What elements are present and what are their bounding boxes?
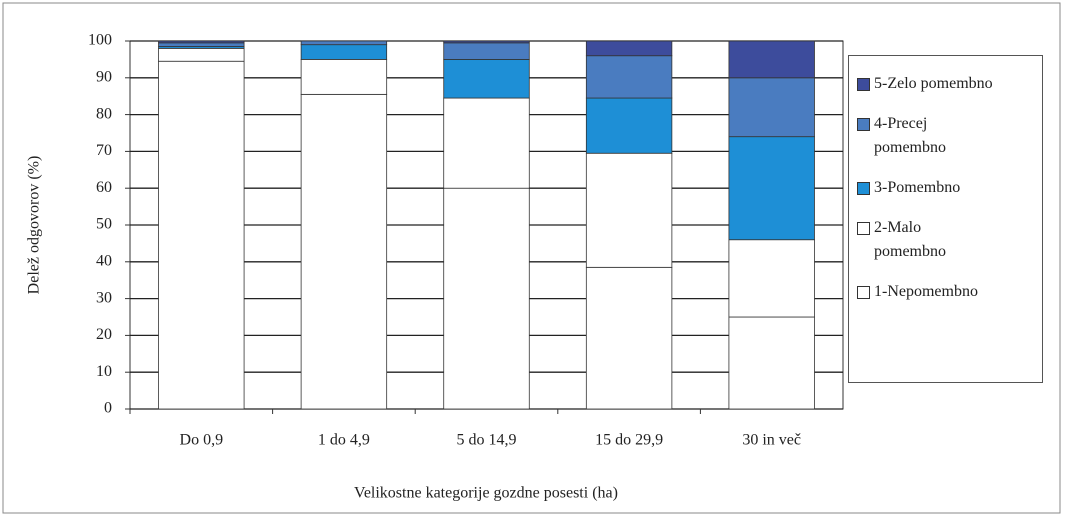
legend-item: 1-Nepomembno: [857, 280, 1034, 304]
bar-segment: [443, 187, 530, 410]
bar-segment: [585, 266, 673, 410]
bar-segment: [443, 42, 530, 60]
legend: 5-Zelo pomembno 4-Precej pomembno 3-Pomemb…: [848, 55, 1043, 383]
x-tick-label: Do 0,9: [180, 432, 224, 449]
legend-label: 2-Malo pomembno: [874, 219, 946, 260]
y-tick-label: 50: [96, 216, 112, 233]
legend-swatch: [857, 182, 870, 195]
bar-segment: [585, 97, 673, 154]
y-tick-label: 70: [96, 142, 112, 159]
bar-segment: [158, 42, 245, 47]
bar-segment: [158, 40, 245, 44]
frame: [2, 2, 1061, 514]
y-tick-label: 80: [96, 105, 112, 122]
y-tick-label: 30: [96, 289, 112, 306]
bar-segment: [728, 239, 815, 318]
legend-swatch: [857, 286, 870, 299]
bar-segment: [443, 59, 530, 99]
y-tick-label: 60: [96, 179, 112, 196]
x-tick-label: 5 do 14,9: [457, 432, 517, 449]
bar-segment: [728, 136, 815, 241]
bar-segment: [443, 40, 530, 44]
bar-segment: [300, 44, 388, 60]
x-tick-label: 30 in več: [742, 432, 801, 449]
legend-item: 3-Pomembno: [857, 176, 1034, 200]
y-axis-label: Delež odgovorov (%): [26, 156, 43, 295]
y-tick-label: 40: [96, 252, 112, 269]
bar-segment: [300, 93, 388, 410]
legend-swatch: [857, 78, 870, 91]
legend-item: 2-Malo pomembno: [857, 216, 1034, 264]
x-axis-label: Velikostne kategorije gozdne posesti (ha…: [354, 485, 618, 502]
y-tick-label: 100: [88, 32, 112, 49]
legend-swatch: [857, 118, 870, 131]
legend-label: 1-Nepomembno: [874, 283, 978, 300]
legend-label: 4-Precej pomembno: [874, 115, 946, 156]
bar-segment: [585, 40, 673, 57]
legend-label: 3-Pomembno: [874, 179, 961, 196]
y-tick-label: 0: [104, 400, 112, 417]
legend-label: 5-Zelo pomembno: [874, 75, 993, 92]
bar-segment: [728, 77, 815, 138]
bar-segment: [728, 316, 815, 410]
bar-segment: [443, 97, 530, 189]
legend-item: 4-Precej pomembno: [857, 112, 1034, 160]
y-tick-label: 10: [96, 363, 112, 380]
y-tick-label: 90: [96, 68, 112, 85]
x-tick-label: 1 do 4,9: [318, 432, 370, 449]
bar-segment: [585, 152, 673, 268]
x-tick-label: 15 do 29,9: [595, 432, 663, 449]
legend-item: 5-Zelo pomembno: [857, 72, 1034, 96]
legend-swatch: [857, 222, 870, 235]
bar-segment: [158, 60, 245, 410]
bar-segment: [585, 55, 673, 99]
bar-segment: [158, 47, 245, 62]
bar-segment: [300, 40, 388, 46]
bar-segment: [728, 40, 815, 79]
y-tick-label: 20: [96, 326, 112, 343]
bar-segment: [300, 59, 388, 95]
